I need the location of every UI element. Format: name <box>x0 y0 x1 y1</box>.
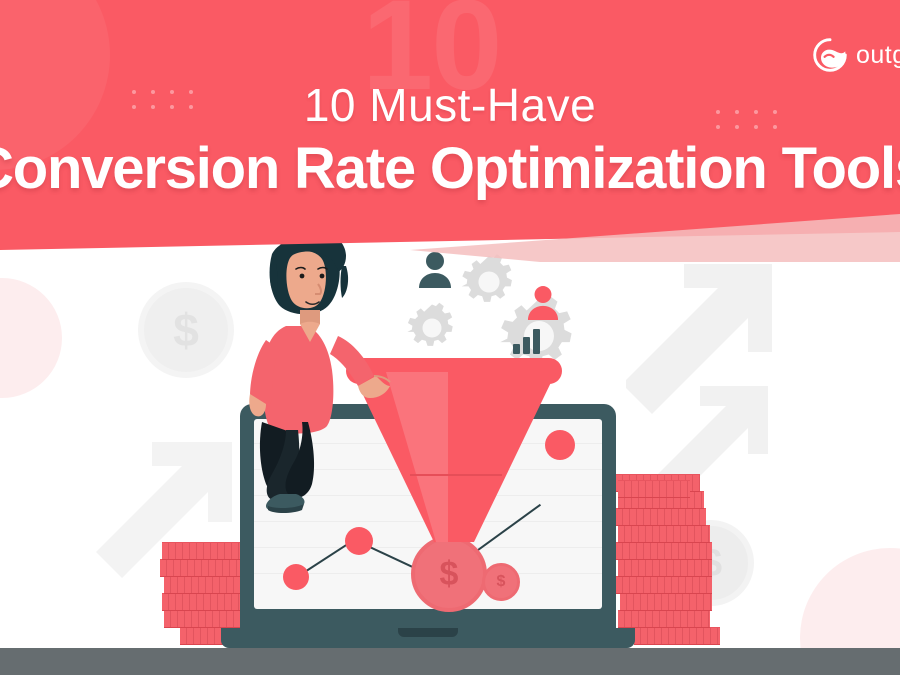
laptop-base <box>221 628 635 648</box>
outgrow-circle-logo-icon <box>812 37 848 73</box>
coin-symbol: $ <box>173 304 199 356</box>
gear-icon-top <box>458 251 520 318</box>
woman-character-illustration <box>246 224 396 514</box>
coin-symbol: $ <box>439 554 459 593</box>
chart-point-1 <box>283 564 309 590</box>
decorative-pink-blob-left <box>0 278 62 398</box>
laptop-trackpad-notch <box>398 628 458 637</box>
dot-grid-right-icon <box>716 110 777 129</box>
chart-point-2 <box>345 527 373 555</box>
dot-grid-left-icon <box>132 90 193 109</box>
chart-coin-large-icon: $ <box>411 536 487 612</box>
watermark-number: 10 <box>362 0 502 117</box>
brand-logo-text: outgrow <box>856 40 900 69</box>
growth-arrow-small-icon <box>652 360 802 510</box>
banner-title: Conversion Rate Optimization Tools <box>0 136 900 201</box>
gear-icon-small <box>404 300 460 361</box>
brand-logo[interactable]: outgrow <box>812 37 900 73</box>
chart-point-4 <box>545 430 575 460</box>
banner-header: 10 10 Must-Have Conversion Rate Optimiza… <box>0 0 900 250</box>
coin-symbol: $ <box>496 573 506 590</box>
user-icon-red <box>527 286 559 325</box>
dollar-coin-watermark-icon: $ <box>138 282 234 378</box>
bar-chart-icon <box>513 329 540 354</box>
chart-coin-small-icon: $ <box>482 563 520 601</box>
growth-arrow-large-icon <box>626 252 816 442</box>
funnel-seam <box>410 474 502 476</box>
floor-bar <box>0 648 900 675</box>
user-icon-dark <box>418 252 452 293</box>
growth-arrow-left-icon <box>96 412 266 582</box>
banner-subtitle: 10 Must-Have <box>303 79 597 131</box>
